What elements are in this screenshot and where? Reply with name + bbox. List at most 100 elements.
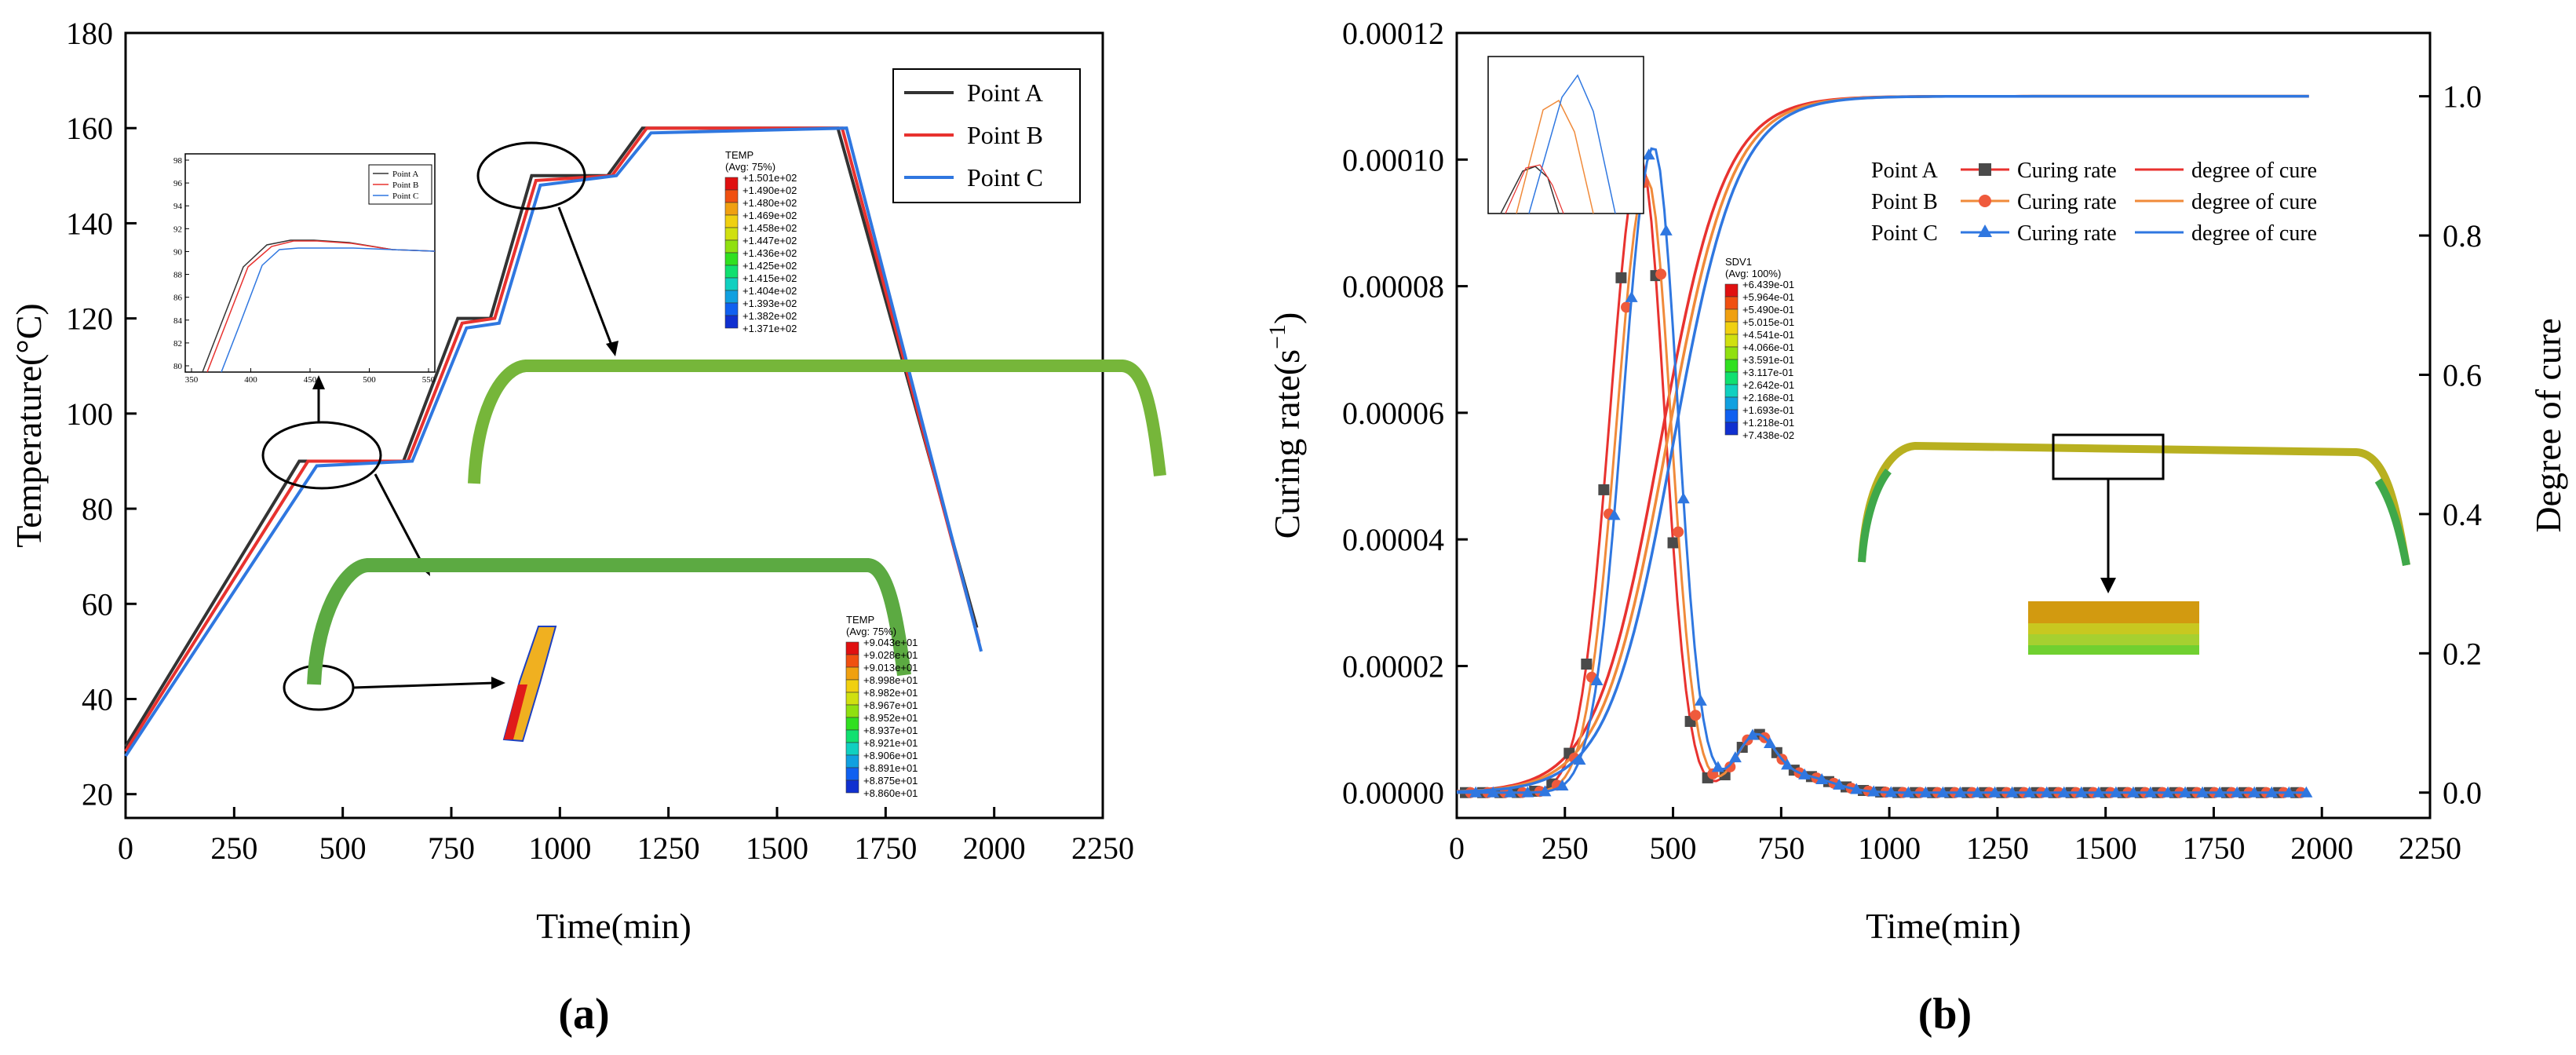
contour-150c-value-8: +1.415e+02 xyxy=(743,272,797,284)
panel-b-left-y-ticks: 0.00000 0.00002 0.00004 0.00006 0.00008 0.000… xyxy=(1342,16,1468,811)
contour-150c-swatch-0 xyxy=(724,177,739,191)
panel-b-legend-box xyxy=(1868,151,2355,256)
fe-layer-2 xyxy=(2028,623,2199,634)
b-rate-marker-point-c xyxy=(1521,786,1534,798)
panel-a-label: (a) xyxy=(558,990,609,1039)
legend-b-rate-label-c: Curing rate xyxy=(2017,221,2117,246)
contour-sdv1-value-3: +5.015e-01 xyxy=(1742,316,1794,328)
panel-b-inset-curve-b xyxy=(1516,99,1594,214)
fe-section-90c-hot xyxy=(504,684,527,739)
panel-b: 0 250 500 750 1000 1250 1500 1750 2000 2250 0.000… xyxy=(1264,16,2568,1039)
contour-sdv1-swatch-2 xyxy=(1724,308,1739,323)
a-y-tick-label-3: 80 xyxy=(82,491,113,527)
panel-a-callouts xyxy=(261,141,618,711)
contour-sdv1-value-7: +3.117e-01 xyxy=(1742,367,1793,378)
contour-sdv1-swatch-11 xyxy=(1724,422,1739,436)
panel-b-right-y-axis-label: Degree of cure xyxy=(2528,318,2568,532)
b-rate-marker-point-c xyxy=(1590,674,1604,685)
panel-b-left-y-axis-label: Curing rate(s−1) xyxy=(1264,312,1307,539)
b-rate-marker-point-c xyxy=(1815,772,1829,784)
b-rate-marker-point-c xyxy=(2109,786,2122,798)
b-x-tick-label-0: 0 xyxy=(1449,830,1465,866)
contour-90c-value-7: +8.937e+01 xyxy=(863,725,918,736)
contour-90c-value-3: +8.998e+01 xyxy=(863,674,918,686)
b-rate-marker-point-a xyxy=(1719,769,1731,781)
contour-150c-value-7: +1.425e+02 xyxy=(743,260,797,272)
contour-sdv1-swatch-1 xyxy=(1724,296,1739,310)
panel-b-label: (b) xyxy=(1918,990,1972,1039)
legend-b-cure-label-b: degree of cure xyxy=(2191,190,2317,214)
contour-90c-swatch-3 xyxy=(845,679,859,693)
contour-sdv1-value-2: +5.490e-01 xyxy=(1742,304,1794,316)
panel-b-inset-curve-a xyxy=(1500,166,1560,214)
b-rate-marker-point-c xyxy=(2248,786,2261,798)
b-rate-marker-point-c xyxy=(1677,492,1690,504)
panel-a-series xyxy=(124,126,983,757)
contour-90c-swatch-9 xyxy=(845,754,859,768)
contour-150c-value-6: +1.436e+02 xyxy=(743,247,797,259)
b-rate-marker-point-c xyxy=(1902,786,1915,798)
contour-150c-swatch-2 xyxy=(724,202,739,216)
contour-150c-swatch-10 xyxy=(724,302,739,316)
a-y-tick-label-6: 140 xyxy=(66,206,113,241)
b-rate-marker-point-b xyxy=(1724,761,1736,772)
b-rate-marker-point-c xyxy=(1642,148,1655,160)
inset-y-tick-label-3: 86 xyxy=(173,294,183,303)
fe-layer-1 xyxy=(2028,601,2199,623)
a-x-tick-label-4: 1000 xyxy=(528,830,591,866)
contour-90c-swatch-10 xyxy=(845,767,859,781)
contour-90c-value-9: +8.906e+01 xyxy=(863,750,918,761)
legend-b-point-b: Point B xyxy=(1871,190,1938,214)
panel-b-inset xyxy=(1487,56,1644,214)
a-y-tick-label-2: 60 xyxy=(82,586,113,622)
b-rate-marker-point-c xyxy=(2144,786,2157,798)
contour-legend-sdv1: SDV1(Avg: 100%)+6.439e-01+5.964e-01+5.49… xyxy=(1724,256,1794,441)
contour-90c-value-4: +8.982e+01 xyxy=(863,687,918,699)
b-rate-marker-point-c xyxy=(1885,786,1898,798)
contour-sdv1-swatch-0 xyxy=(1724,283,1739,298)
contour-90c-value-6: +8.952e+01 xyxy=(863,712,918,724)
b-left-y-tick-label-4: 0.00008 xyxy=(1342,269,1444,305)
inset-legend-label-c: Point C xyxy=(392,192,418,201)
a-y-tick-label-1: 40 xyxy=(82,681,113,717)
a-y-tick-label-0: 20 xyxy=(82,777,113,812)
contour-90c-swatch-11 xyxy=(845,779,859,794)
fe-cross-section xyxy=(2028,601,2199,655)
legend-b-rate-marker-a xyxy=(1979,163,1991,176)
a-x-tick-label-6: 1500 xyxy=(746,830,808,866)
panel-b-series xyxy=(1456,94,2313,798)
b-rate-marker-point-c xyxy=(1781,758,1794,770)
a-series-line-point-c xyxy=(124,126,983,757)
b-rate-marker-point-c xyxy=(1659,224,1673,235)
b-rate-marker-point-c xyxy=(1607,509,1621,520)
b-left-y-tick-label-6: 0.00012 xyxy=(1342,16,1444,51)
contour-90c-swatch-0 xyxy=(845,641,859,655)
contour-150c-value-12: +1.371e+02 xyxy=(743,323,797,334)
inset-x-tick-label-4: 550 xyxy=(422,375,436,385)
contour-150c-swatch-5 xyxy=(724,239,739,254)
b-right-y-tick-label-5: 1.0 xyxy=(2443,79,2482,115)
contour-150c-value-1: +1.490e+02 xyxy=(743,184,797,196)
contour-sdv1-value-6: +3.591e-01 xyxy=(1742,354,1794,366)
inset-curve-point-c xyxy=(221,247,436,373)
contour-sdv1-value-12: +7.438e-02 xyxy=(1742,429,1794,441)
contour-90c-title: TEMP xyxy=(846,614,874,626)
b-rate-marker-point-b xyxy=(1621,301,1633,313)
panel-a-y-ticks: 20 40 60 80 100 120 140 160 180 xyxy=(66,16,137,812)
contour-sdv1-swatch-8 xyxy=(1724,384,1739,398)
a-x-tick-label-3: 750 xyxy=(428,830,475,866)
b-rate-marker-point-c xyxy=(2074,786,2088,798)
legend-label-point-c: Point C xyxy=(967,163,1043,192)
b-rate-marker-point-c xyxy=(1798,768,1812,779)
arrowhead-150c xyxy=(606,341,618,356)
inset-y-tick-label-0: 80 xyxy=(173,362,183,371)
a-y-tick-label-8: 180 xyxy=(66,16,113,51)
a-y-tick-label-4: 100 xyxy=(66,396,113,432)
b-rate-marker-point-a xyxy=(1615,272,1627,283)
contour-90c-swatch-2 xyxy=(845,666,859,681)
b-rate-marker-point-c xyxy=(1694,694,1707,706)
contour-sdv1-value-1: +5.964e-01 xyxy=(1742,291,1794,303)
inset-y-tick-label-4: 88 xyxy=(173,271,183,280)
b-rate-marker-point-c xyxy=(1746,728,1759,740)
legend-b-cure-label-c: degree of cure xyxy=(2191,221,2317,246)
